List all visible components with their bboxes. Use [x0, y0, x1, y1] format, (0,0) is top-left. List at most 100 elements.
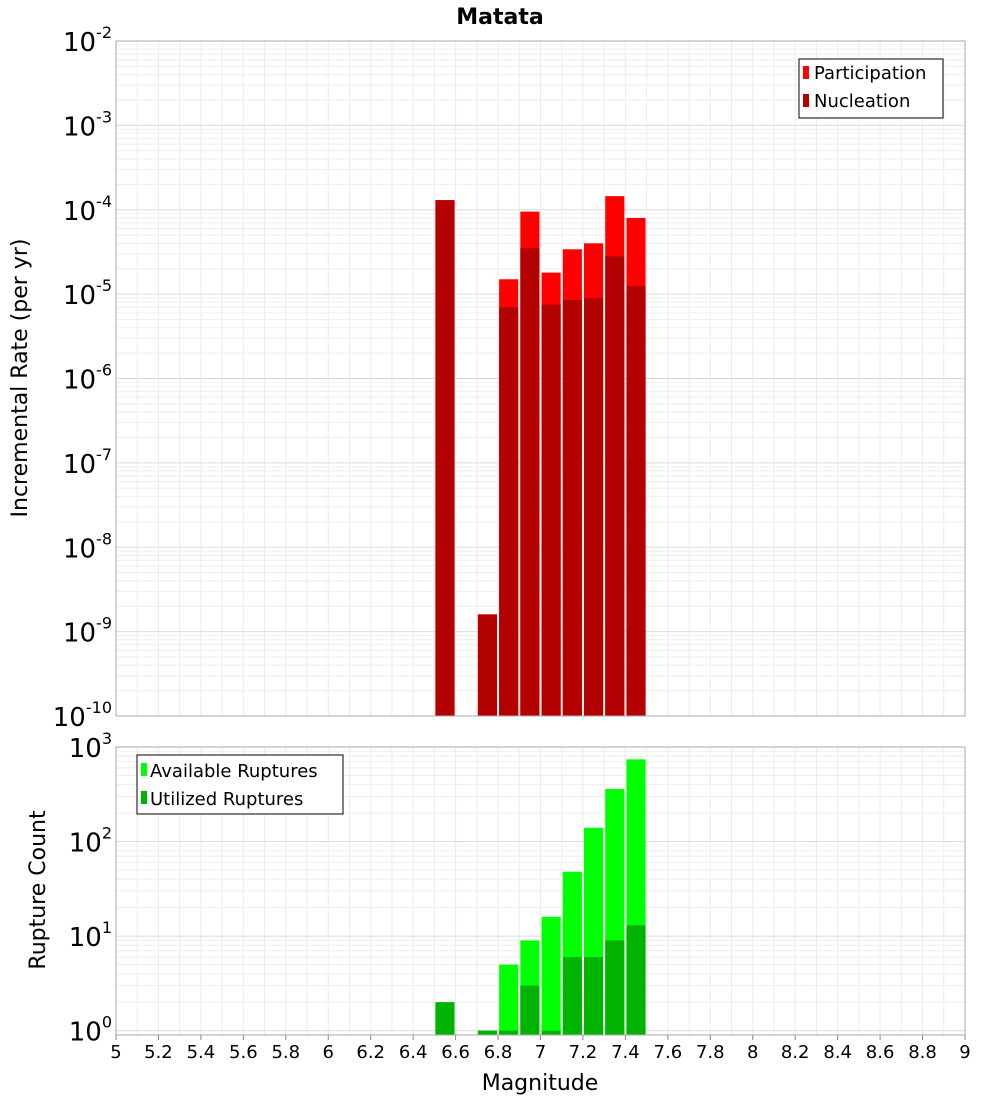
legend-label-participation: Participation [814, 63, 926, 84]
rate-y-tick-label: 10-3 [63, 107, 112, 142]
x-tick-label: 6.2 [356, 1042, 385, 1063]
rate-bar-nucleation [435, 200, 455, 716]
count-y-tick-label: 102 [69, 824, 112, 859]
count-bar-utilized-ruptures [562, 957, 582, 1035]
rate-bar-nucleation [520, 248, 540, 717]
count-bar-available-ruptures [541, 916, 561, 1035]
rate-y-tick-label: 10-7 [63, 445, 112, 480]
tick-exponent: -5 [96, 276, 112, 295]
x-tick-label: 8.8 [908, 1042, 937, 1063]
rate-y-axis-label: Incremental Rate (per yr) [8, 239, 33, 518]
x-tick-label: 5.4 [187, 1042, 216, 1063]
tick-base: 10 [53, 703, 86, 733]
x-axis-label: Magnitude [482, 1071, 599, 1096]
tick-base: 10 [63, 281, 96, 311]
x-tick-label: 9 [959, 1042, 970, 1063]
x-tick-label: 8.4 [823, 1042, 852, 1063]
rate-y-tick-label: 10-2 [63, 23, 112, 58]
legend-swatch-available [141, 763, 147, 776]
rate-y-tick-label: 10-5 [63, 276, 112, 311]
count-bar-available-ruptures [499, 964, 519, 1035]
tick-base: 10 [69, 923, 102, 953]
legend-swatch-participation [803, 66, 809, 79]
legend-label-available: Available Ruptures [150, 761, 318, 782]
tick-base: 10 [63, 112, 96, 142]
count-bar-utilized-ruptures [435, 1002, 455, 1035]
rate-gridlines [115, 41, 966, 717]
tick-exponent: -7 [96, 445, 112, 464]
x-tick-label: 6.8 [484, 1042, 513, 1063]
count-y-tick-label: 103 [69, 729, 112, 764]
tick-exponent: -9 [96, 614, 112, 633]
rate-panel: Incremental Rate (per yr) 10-1010-910-81… [8, 23, 966, 733]
rate-legend-box [798, 58, 944, 119]
x-tick-label: 5.6 [229, 1042, 258, 1063]
chart-title: Matata [456, 5, 543, 30]
tick-exponent: 3 [102, 729, 112, 748]
rate-bar-nucleation [541, 304, 561, 716]
rate-plot-border [115, 40, 966, 717]
count-bars [435, 759, 646, 1035]
rate-y-tick-label: 10-4 [63, 192, 112, 227]
x-tick-label: 7.4 [611, 1042, 640, 1063]
tick-base: 10 [63, 366, 96, 396]
rate-bar-nucleation [584, 297, 604, 716]
count-y-tick-label: 100 [69, 1013, 112, 1048]
rate-bar-nucleation [562, 300, 582, 716]
x-tick-label: 6.4 [399, 1042, 428, 1063]
count-bar-utilized-ruptures [541, 1030, 561, 1035]
tick-base: 10 [69, 829, 102, 859]
tick-base: 10 [69, 1018, 102, 1048]
rate-bar-nucleation [626, 285, 646, 716]
rate-y-tick-label: 10-6 [63, 361, 112, 396]
tick-exponent: -10 [86, 698, 112, 717]
count-legend-box [136, 754, 344, 815]
x-tick-label: 5.8 [271, 1042, 300, 1063]
x-tick-label: 8.2 [781, 1042, 810, 1063]
tick-base: 10 [69, 734, 102, 764]
rate-bar-nucleation [477, 614, 497, 716]
tick-base: 10 [63, 534, 96, 564]
x-tick-label: 6.6 [441, 1042, 470, 1063]
tick-exponent: -2 [96, 23, 112, 42]
rate-bar-nucleation [499, 307, 519, 716]
rate-y-tick-label: 10-9 [63, 614, 112, 649]
count-y-tick-label: 101 [69, 918, 112, 953]
legend-label-utilized: Utilized Ruptures [150, 789, 303, 810]
count-bar-utilized-ruptures [584, 957, 604, 1035]
count-bar-utilized-ruptures [477, 1030, 497, 1035]
rate-bars [435, 196, 646, 717]
count-legend: Available Ruptures Utilized Ruptures [136, 754, 344, 815]
x-tick-label: 5.2 [144, 1042, 173, 1063]
tick-exponent: 1 [102, 918, 112, 937]
tick-base: 10 [63, 619, 96, 649]
tick-exponent: -4 [96, 192, 112, 211]
tick-exponent: -3 [96, 107, 112, 126]
tick-exponent: -8 [96, 529, 112, 548]
tick-exponent: -6 [96, 361, 112, 380]
count-bar-utilized-ruptures [499, 1030, 519, 1035]
tick-exponent: 0 [102, 1013, 112, 1032]
count-y-axis-label: Rupture Count [26, 810, 51, 970]
x-tick-label: 5 [110, 1042, 121, 1063]
x-tick-label: 7 [535, 1042, 546, 1063]
x-tick-label: 6 [323, 1042, 334, 1063]
count-bar-utilized-ruptures [520, 985, 540, 1035]
tick-base: 10 [63, 28, 96, 58]
x-tick-label: 8 [747, 1042, 758, 1063]
tick-exponent: 2 [102, 824, 112, 843]
x-tick-label: 7.6 [654, 1042, 683, 1063]
count-bar-utilized-ruptures [605, 940, 625, 1035]
legend-swatch-utilized [141, 791, 147, 804]
legend-label-nucleation: Nucleation [814, 91, 910, 112]
rate-legend: Participation Nucleation [798, 58, 944, 119]
x-tick-label: 7.2 [569, 1042, 598, 1063]
x-tick-label: 8.6 [866, 1042, 895, 1063]
tick-base: 10 [63, 450, 96, 480]
rate-y-tick-label: 10-10 [53, 698, 112, 733]
rate-bar-nucleation [605, 256, 625, 716]
count-bar-utilized-ruptures [626, 925, 646, 1035]
